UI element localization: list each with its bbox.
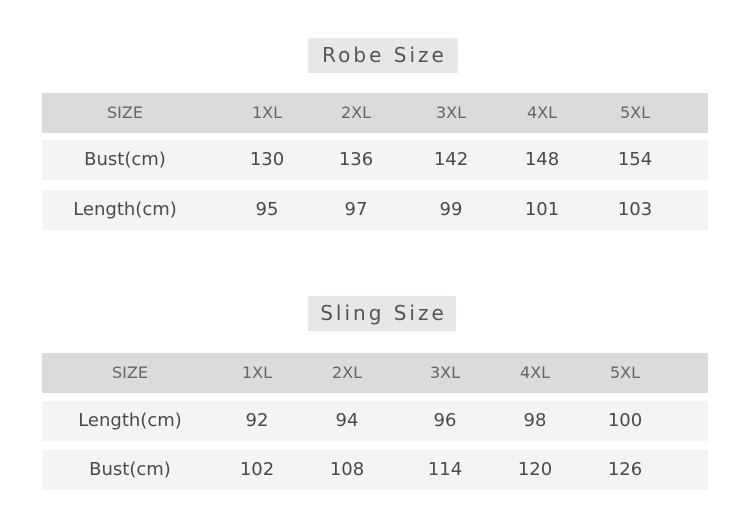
- table-cell: 103: [617, 199, 653, 220]
- table-cell: 154: [617, 149, 653, 170]
- header-cell: 4XL: [519, 363, 551, 382]
- header-cell: 1XL: [241, 363, 273, 382]
- header-cell: 3XL: [435, 103, 467, 122]
- row-label: Bust(cm): [84, 149, 166, 170]
- table-cell: 96: [433, 410, 457, 431]
- header-cell: 4XL: [526, 103, 558, 122]
- table-cell: 148: [524, 149, 560, 170]
- header-cell: 1XL: [251, 103, 283, 122]
- row-label: Length(cm): [78, 410, 182, 431]
- row-label: Length(cm): [73, 199, 177, 220]
- header-cell: SIZE: [107, 103, 143, 122]
- header-cell: SIZE: [112, 363, 148, 382]
- table-cell: 136: [338, 149, 374, 170]
- table-cell: 92: [245, 410, 269, 431]
- table-cell: 102: [239, 459, 275, 480]
- sling-size-title: Sling Size: [308, 296, 456, 331]
- header-cell: 5XL: [609, 363, 641, 382]
- table-cell: 97: [344, 199, 368, 220]
- table-cell: 126: [607, 459, 643, 480]
- table-row: Length(cm) 95 97 99 101 103: [42, 190, 708, 230]
- table-cell: 95: [255, 199, 279, 220]
- table-cell: 142: [433, 149, 469, 170]
- robe-header-row: SIZE 1XL 2XL 3XL 4XL 5XL: [42, 93, 708, 133]
- sling-header-row: SIZE 1XL 2XL 3XL 4XL 5XL: [42, 353, 708, 393]
- table-cell: 130: [249, 149, 285, 170]
- table-cell: 100: [607, 410, 643, 431]
- header-cell: 2XL: [331, 363, 363, 382]
- table-row: Bust(cm) 102 108 114 120 126: [42, 450, 708, 490]
- table-cell: 108: [329, 459, 365, 480]
- table-cell: 94: [335, 410, 359, 431]
- table-cell: 98: [523, 410, 547, 431]
- header-cell: 5XL: [619, 103, 651, 122]
- table-cell: 114: [427, 459, 463, 480]
- header-cell: 2XL: [340, 103, 372, 122]
- table-cell: 120: [517, 459, 553, 480]
- header-cell: 3XL: [429, 363, 461, 382]
- table-row: Bust(cm) 130 136 142 148 154: [42, 140, 708, 180]
- robe-size-title: Robe Size: [308, 38, 458, 73]
- table-cell: 99: [439, 199, 463, 220]
- row-label: Bust(cm): [89, 459, 171, 480]
- table-row: Length(cm) 92 94 96 98 100: [42, 401, 708, 441]
- table-cell: 101: [524, 199, 560, 220]
